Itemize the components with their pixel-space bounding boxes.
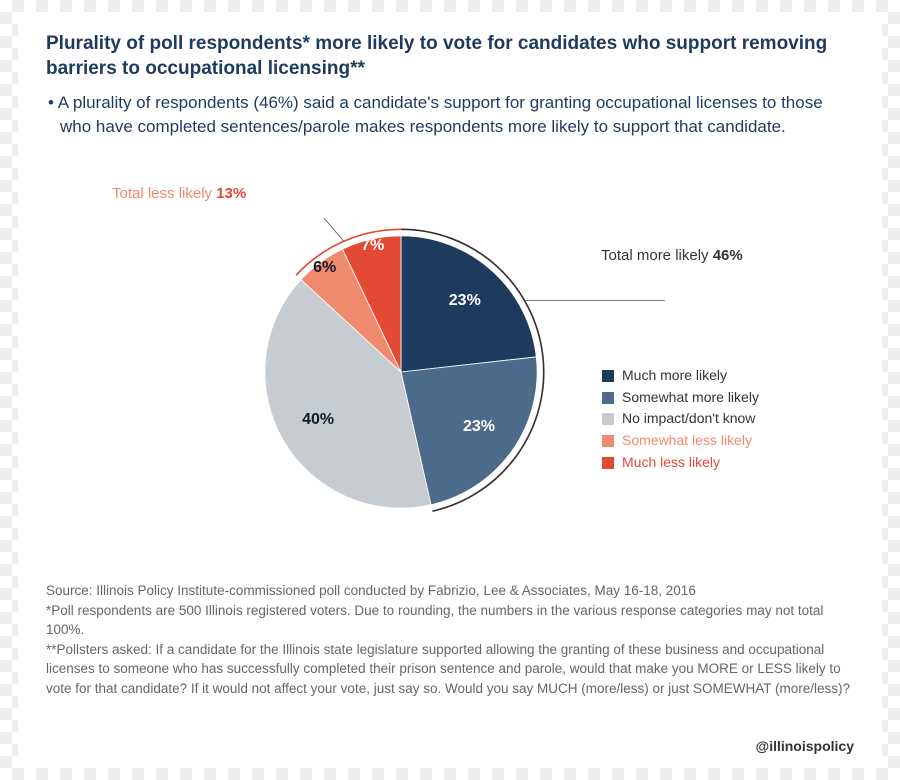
legend-item: Somewhat less likely	[602, 430, 759, 452]
legend-item: Much less likely	[602, 452, 759, 474]
legend-item: Somewhat more likely	[602, 387, 759, 409]
legend-label: No impact/don't know	[622, 408, 755, 430]
annotation-less-text: Total less likely	[112, 185, 212, 202]
chart-title: Plurality of poll respondents* more like…	[46, 32, 854, 81]
footnote-line: Source: Illinois Policy Institute-commis…	[46, 581, 854, 601]
legend-item: Much more likely	[602, 365, 759, 387]
chart-subtitle-bullet: • A plurality of respondents (46%) said …	[46, 91, 854, 139]
footnote-line: **Pollsters asked: If a candidate for th…	[46, 640, 854, 699]
legend: Much more likely Somewhat more likely No…	[602, 365, 759, 473]
annotation-less-pct: 13%	[216, 185, 246, 202]
legend-item: No impact/don't know	[602, 408, 759, 430]
legend-swatch	[602, 435, 614, 447]
pie-chart: 23% 23% 40% 6% 7%	[236, 207, 566, 537]
slice-label-somewhat_more: 23%	[463, 418, 495, 436]
slice-label-much_less: 7%	[361, 237, 384, 255]
slice-label-no_impact: 40%	[302, 411, 334, 429]
legend-label: Much more likely	[622, 365, 727, 387]
annotation-total-more-likely: Total more likely 46%	[601, 247, 743, 264]
legend-label: Much less likely	[622, 452, 720, 474]
footnote-line: *Poll respondents are 500 Illinois regis…	[46, 601, 854, 640]
legend-swatch	[602, 413, 614, 425]
annotation-more-pct: 46%	[713, 247, 743, 264]
pie-svg	[236, 207, 566, 537]
annotation-more-text: Total more likely	[601, 247, 709, 264]
footnotes: Source: Illinois Policy Institute-commis…	[46, 581, 854, 698]
legend-label: Somewhat less likely	[622, 430, 752, 452]
legend-label: Somewhat more likely	[622, 387, 759, 409]
infographic-card: Plurality of poll respondents* more like…	[18, 12, 882, 768]
leader-line-less	[324, 218, 344, 241]
chart-area: Total less likely 13% Total more likely …	[46, 145, 854, 575]
twitter-handle: @illinoispolicy	[756, 738, 854, 754]
slice-label-somewhat_less: 6%	[313, 259, 336, 277]
legend-swatch	[602, 457, 614, 469]
legend-swatch	[602, 370, 614, 382]
annotation-total-less-likely: Total less likely 13%	[112, 185, 246, 202]
slice-label-much_more: 23%	[449, 292, 481, 310]
legend-swatch	[602, 392, 614, 404]
